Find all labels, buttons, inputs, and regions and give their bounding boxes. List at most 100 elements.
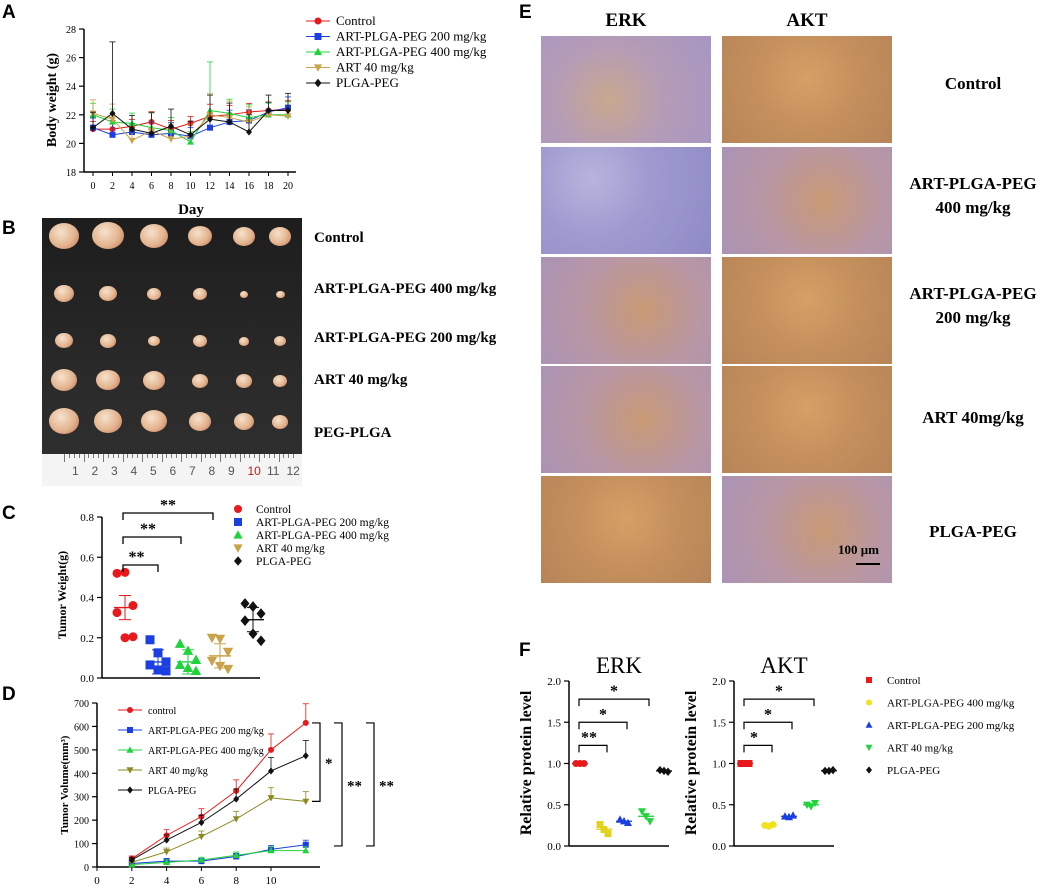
y-tick-label: 1.0 xyxy=(547,759,561,771)
legend-label: ART-PLGA-PEG 400 mg/kg xyxy=(887,698,1015,710)
data-point xyxy=(284,113,292,120)
y-tick-label: 1.0 xyxy=(712,759,726,771)
data-point xyxy=(788,811,798,819)
legend-marker xyxy=(314,33,322,40)
data-point xyxy=(112,568,122,578)
significance-label: ** xyxy=(129,549,145,566)
data-point xyxy=(109,116,116,123)
legend-label: ART-PLGA-PEG 200 mg/kg xyxy=(336,29,487,44)
data-point xyxy=(637,808,647,816)
ruler-number: 9 xyxy=(228,464,235,478)
legend-marker xyxy=(234,556,242,566)
x-tick-label: 8 xyxy=(169,181,174,192)
ihc-row-label: Control xyxy=(944,74,1002,93)
ruler-tick xyxy=(244,454,246,458)
panel-label-e: E xyxy=(519,2,532,23)
chart-tumor-weight: 0.0 0.2 0.4 0.6 0.8 Tumor Weight(g) ** ** ** Cont… xyxy=(55,500,389,685)
legend-label: ART-PLGA-PEG 200 mg/kg xyxy=(256,517,389,529)
x-tick-label: 2 xyxy=(129,875,135,887)
panel-label-f: F xyxy=(519,640,531,661)
x-tick-label: 12 xyxy=(205,181,215,192)
data-point xyxy=(267,847,275,854)
significance-label: * xyxy=(764,706,772,723)
ruler-tick xyxy=(103,454,104,462)
data-point xyxy=(167,136,175,143)
tumor-sample xyxy=(275,290,285,299)
ruler-number: 2 xyxy=(91,464,99,478)
significance-bracket xyxy=(334,722,343,847)
data-point xyxy=(197,833,205,841)
legend-label: ART-PLGA-PEG 400 mg/kg xyxy=(336,44,487,59)
tumor-sample xyxy=(49,408,79,434)
data-point xyxy=(222,664,234,675)
data-point xyxy=(207,115,213,123)
ihc-image xyxy=(541,257,711,364)
legend-label: ART 40 mg/kg xyxy=(887,743,953,755)
ruler-tick xyxy=(283,454,285,458)
legend-label: Control xyxy=(256,504,291,516)
data-point xyxy=(161,666,171,676)
tumor-sample xyxy=(96,370,120,391)
data-point xyxy=(112,608,122,618)
data-point xyxy=(265,106,272,115)
legend-label: ART-PLGA-PEG 400 mg/kg xyxy=(256,530,389,542)
data-point xyxy=(302,841,309,848)
chart-relative-protein: 0.0 0.5 1.0 1.5 2.0 ERK Relative protein level… xyxy=(519,653,1015,853)
ruler-tick xyxy=(146,454,148,458)
scale-bar xyxy=(856,563,880,565)
ruler-tick xyxy=(142,454,143,462)
ruler-tick xyxy=(127,454,129,458)
y-tick-label: 2.0 xyxy=(547,676,561,688)
significance-label: ** xyxy=(160,500,176,514)
legend-label: ART-PLGA-PEG 200 mg/kg xyxy=(148,726,264,737)
ruler-tick xyxy=(215,454,217,458)
tumor-sample xyxy=(236,374,252,388)
legend-label: ART 40 mg/kg xyxy=(256,543,325,555)
y-tick-label: 18 xyxy=(66,168,76,179)
y-tick-label: 1.5 xyxy=(712,717,726,729)
y-tick-label: 20 xyxy=(66,139,76,150)
data-point xyxy=(145,635,155,645)
x-tick-label: 16 xyxy=(244,181,254,192)
ruler-tick xyxy=(151,454,153,458)
legend-marker xyxy=(865,721,873,728)
ihc-column-label: ERK xyxy=(605,10,647,31)
x-tick-label: 20 xyxy=(283,181,293,192)
y-tick-label: 2.0 xyxy=(712,676,726,688)
data-point xyxy=(222,647,234,658)
significance-bracket xyxy=(743,744,773,753)
tumor-sample xyxy=(100,334,116,348)
significance-bracket xyxy=(312,722,321,803)
x-tick-label: 14 xyxy=(225,181,235,192)
data-point xyxy=(187,138,194,145)
tumor-sample xyxy=(239,337,249,346)
significance-bracket xyxy=(366,722,375,847)
significance-bracket xyxy=(122,536,182,544)
ruler-tick xyxy=(181,454,182,462)
ruler-number: 10 xyxy=(247,464,261,478)
ruler-tick xyxy=(64,454,65,462)
ruler-tick xyxy=(229,454,231,458)
scale-bar-label: 100 μm xyxy=(838,542,879,557)
ruler-tick xyxy=(176,454,178,458)
ihc-column-label: AKT xyxy=(786,10,828,31)
x-tick-label: 4 xyxy=(130,181,135,192)
ruler-tick xyxy=(137,454,139,458)
ruler-tick xyxy=(293,454,295,458)
legend-marker xyxy=(127,727,133,733)
ruler-tick xyxy=(239,454,241,462)
ruler-tick xyxy=(259,454,260,462)
data-point xyxy=(248,601,258,612)
series-line xyxy=(131,844,306,864)
data-point xyxy=(198,818,205,827)
tumor-photo: 1 2 3 4 5 6 7 8 9 10 11 12 xyxy=(42,218,302,486)
ihc-image xyxy=(722,36,892,143)
legend-label: PLGA-PEG xyxy=(256,556,312,568)
ruler-tick xyxy=(249,454,251,458)
ruler-tick xyxy=(254,454,256,458)
legend-marker xyxy=(234,518,242,526)
ruler-tick xyxy=(234,454,236,458)
data-point xyxy=(168,122,174,130)
ruler-tick xyxy=(112,454,114,458)
